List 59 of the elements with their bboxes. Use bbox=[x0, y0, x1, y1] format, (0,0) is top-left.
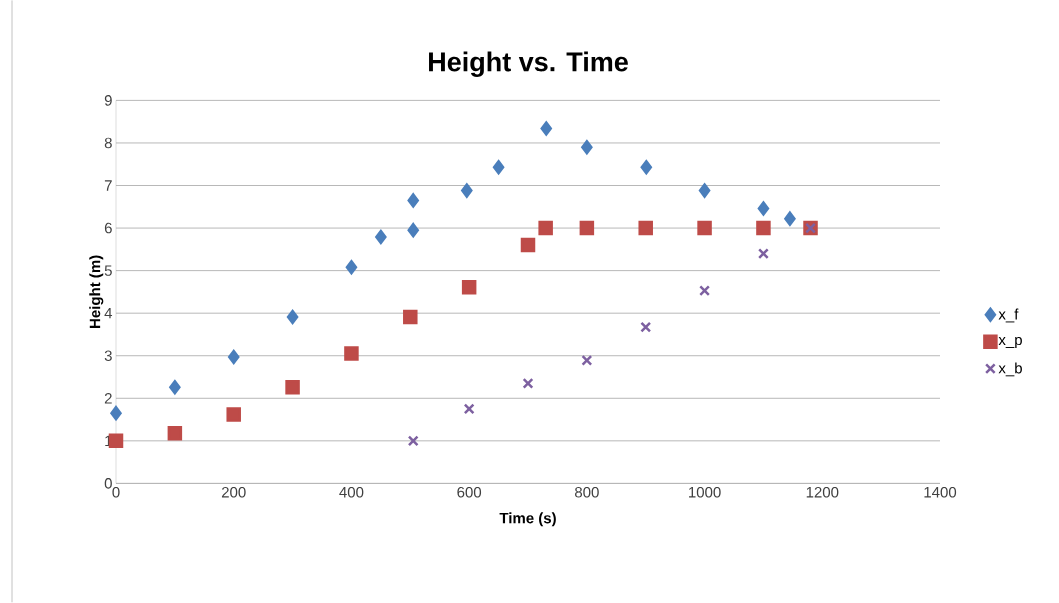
point bbox=[538, 220, 553, 236]
x-tick-label: 1200 bbox=[806, 487, 839, 498]
point bbox=[407, 223, 419, 238]
point bbox=[403, 309, 418, 325]
point bbox=[540, 121, 552, 136]
point bbox=[407, 435, 419, 447]
point bbox=[285, 380, 300, 395]
point bbox=[579, 220, 595, 236]
x-tick-label: 1000 bbox=[689, 487, 721, 498]
x-tick-label: 800 bbox=[575, 487, 599, 498]
point bbox=[698, 183, 711, 198]
x-tick-label: 1400 bbox=[924, 487, 957, 498]
point bbox=[581, 140, 593, 155]
legend-label: x_f bbox=[998, 308, 1019, 323]
y-tick-label: 3 bbox=[104, 350, 112, 362]
y-axis-title: Height (m) bbox=[89, 255, 104, 329]
point bbox=[638, 220, 653, 236]
point bbox=[227, 349, 240, 365]
point bbox=[226, 407, 241, 422]
point bbox=[492, 160, 505, 175]
y-tick-label: 8 bbox=[104, 137, 112, 149]
y-tick-label: 0 bbox=[104, 478, 112, 489]
point bbox=[757, 201, 770, 216]
y-tick-label: 6 bbox=[104, 222, 112, 234]
y-tick-label: 2 bbox=[104, 393, 112, 404]
point bbox=[756, 220, 771, 236]
point bbox=[407, 193, 419, 208]
y-tick-label: 9 bbox=[104, 95, 112, 106]
legend-label: x_p bbox=[998, 337, 1022, 349]
chart-title: Height vs. Time bbox=[429, 51, 628, 77]
point bbox=[520, 237, 536, 253]
point bbox=[463, 403, 475, 415]
point bbox=[757, 248, 769, 260]
point bbox=[640, 321, 652, 333]
y-tick-label: 5 bbox=[104, 265, 112, 276]
point bbox=[581, 355, 593, 366]
legend-label: x_b bbox=[998, 362, 1022, 377]
point bbox=[169, 380, 181, 395]
point bbox=[697, 220, 712, 236]
x-axis-title: Time (s) bbox=[499, 512, 556, 527]
point bbox=[640, 160, 653, 175]
point bbox=[108, 433, 124, 449]
point bbox=[699, 285, 711, 297]
y-tick-label: 4 bbox=[104, 308, 113, 319]
x-tick-label: 200 bbox=[221, 487, 246, 498]
y-tick-label: 7 bbox=[104, 180, 112, 191]
x-tick-label: 0 bbox=[112, 487, 120, 498]
x-tick-label: 400 bbox=[339, 487, 364, 498]
x-tick-label: 600 bbox=[457, 487, 482, 498]
point bbox=[375, 229, 387, 245]
point bbox=[167, 426, 183, 441]
point bbox=[522, 377, 534, 389]
point bbox=[461, 183, 473, 198]
point bbox=[345, 260, 358, 275]
point bbox=[461, 280, 477, 295]
point bbox=[784, 211, 796, 227]
point bbox=[286, 309, 299, 325]
point bbox=[344, 346, 359, 361]
point bbox=[110, 406, 122, 421]
